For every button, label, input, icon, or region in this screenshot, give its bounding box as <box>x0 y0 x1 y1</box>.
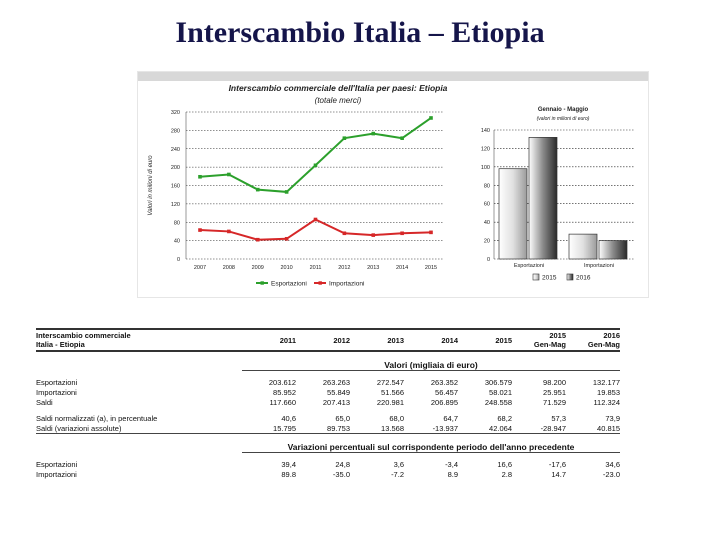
y-tick-label: 0 <box>487 257 490 263</box>
legend-label: Esportazioni <box>271 281 307 288</box>
bar-chart-subtitle: (valori in milioni di euro) <box>537 116 590 122</box>
y-tick-label: 40 <box>484 220 490 226</box>
data-point <box>255 237 260 242</box>
legend-marker <box>260 281 264 285</box>
section-values: Valori (migliaia di euro) <box>242 351 620 371</box>
table-row: Saldi (variazioni assolute) 15.795 89.753… <box>36 423 620 434</box>
x-tick-label: Importazioni <box>584 263 614 269</box>
y-tick-label: 100 <box>481 165 490 171</box>
bar-chart: Gennaio - Maggio (valori in milioni di eu… <box>481 107 634 282</box>
row-label: Importazioni <box>36 387 77 397</box>
bar-importazioni-2015 <box>568 233 598 260</box>
data-point <box>342 231 347 236</box>
line-chart-title: Interscambio commerciale dell'Italia per… <box>229 83 448 93</box>
col-header: 2015 Gen-Mag <box>512 328 566 352</box>
legend-swatch <box>566 273 574 281</box>
y-tick-label: 140 <box>481 128 490 134</box>
row-label: Saldi normalizzati (a), in percentuale <box>36 413 158 423</box>
data-point <box>227 172 231 177</box>
data-point <box>227 229 231 234</box>
y-tick-label: 80 <box>174 220 180 226</box>
y-tick-label: 40 <box>174 239 180 245</box>
table-row: Importazioni 89.8 -35.0 -7.2 8.9 2.8 14.7 -23.… <box>36 469 620 479</box>
row-label: Saldi <box>36 397 53 407</box>
y-tick-label: 20 <box>484 239 490 245</box>
panel-top-bar <box>138 72 648 81</box>
section-variations: Variazioni percentuali sul corrispondent… <box>242 433 620 453</box>
row-label: Saldi (variazioni assolute) <box>36 423 242 434</box>
data-point <box>429 116 433 120</box>
y-tick-label: 80 <box>484 183 490 189</box>
bar-chart-title: Gennaio - Maggio <box>538 107 589 113</box>
table-title-line1: Interscambio commerciale <box>36 331 131 340</box>
legend-label: Importazioni <box>329 281 364 288</box>
x-tick-label: 2014 <box>396 265 408 271</box>
data-point <box>284 236 289 241</box>
bar-esportazioni-2015 <box>498 168 528 260</box>
data-point <box>198 174 202 179</box>
series-line-esportazioni <box>199 117 432 193</box>
col-header: 2012 <box>296 328 350 352</box>
y-tick-label: 280 <box>171 128 180 134</box>
chart-panel: Interscambio commerciale dell'Italia per… <box>138 72 648 297</box>
table-row: Esportazioni 203.612 263.263 272.547 263.35… <box>36 377 620 387</box>
data-point <box>429 230 433 235</box>
x-tick-label: Esportazioni <box>514 263 544 269</box>
page-title: Interscambio Italia – Etiopia <box>175 16 545 49</box>
data-point <box>255 187 260 192</box>
table-title: Interscambio commerciale Italia - Etiopi… <box>36 328 242 352</box>
data-point <box>371 131 376 136</box>
y-tick-label: 320 <box>171 110 180 116</box>
row-label: Importazioni <box>36 469 77 479</box>
y-tick-label: 160 <box>171 184 180 190</box>
col-header: 2011 <box>242 328 296 352</box>
x-tick-label: 2013 <box>367 265 379 271</box>
x-tick-label: 2009 <box>252 265 264 271</box>
table-row: Esportazioni 39,4 24,8 3,6 -3,4 16,6 -17,6 34,… <box>36 459 620 469</box>
y-tick-label: 200 <box>171 165 180 171</box>
data-point <box>313 163 318 168</box>
legend-marker <box>318 281 322 285</box>
x-tick-label: 2008 <box>223 265 235 271</box>
x-tick-label: 2011 <box>310 265 322 271</box>
table-row: Saldi normalizzati (a), in percentuale 4… <box>36 413 620 423</box>
x-tick-label: 2007 <box>194 265 206 271</box>
data-point <box>284 190 289 194</box>
x-tick-label: 2012 <box>338 265 350 271</box>
col-header: 2014 <box>404 328 458 352</box>
col-header: 2016 Gen-Mag <box>566 328 620 352</box>
table-row: Saldi 117.660 207.413 220.981 206.895 248.55… <box>36 397 620 407</box>
line-chart: 0 40 80 120 160 200 240 280 320 Valori in milioni… <box>148 110 443 288</box>
data-point <box>400 231 404 236</box>
bar-esportazioni-2016 <box>528 137 558 260</box>
legend-label: 2016 <box>576 275 591 282</box>
data-point <box>371 233 376 237</box>
legend-label: 2015 <box>542 275 557 282</box>
y-tick-label: 120 <box>171 202 180 208</box>
data-point <box>198 228 202 232</box>
legend-swatch <box>532 273 540 281</box>
row-label: Esportazioni <box>36 377 78 387</box>
line-chart-subtitle: (totale merci) <box>315 96 362 105</box>
table-row: Importazioni 85.952 55.849 51.566 56.457 58.… <box>36 387 620 397</box>
y-tick-label: 120 <box>481 146 490 152</box>
data-point <box>313 217 318 222</box>
trade-table: Interscambio commerciale Italia - Etiopi… <box>36 328 620 479</box>
y-tick-label: 60 <box>484 202 490 208</box>
col-header: 2013 <box>350 328 404 352</box>
x-tick-label: 2010 <box>281 265 293 271</box>
bar-importazioni-2016 <box>598 240 628 260</box>
y-tick-label: 0 <box>177 257 180 263</box>
x-tick-label: 2015 <box>425 265 437 271</box>
charts-svg: Interscambio commerciale dell'Italia per… <box>148 83 634 288</box>
col-header: 2015 <box>458 328 512 352</box>
y-axis-label: Valori in milioni di euro <box>148 155 154 216</box>
data-point <box>400 136 404 140</box>
y-tick-label: 240 <box>171 147 180 153</box>
data-point <box>342 136 347 140</box>
table-title-line2: Italia - Etiopia <box>36 340 85 349</box>
row-label: Esportazioni <box>36 459 78 469</box>
